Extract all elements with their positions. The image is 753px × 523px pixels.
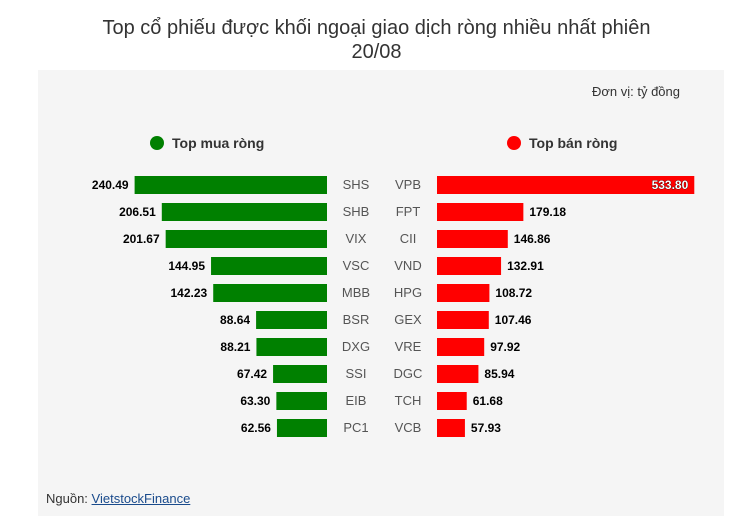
sell-bar: [437, 419, 465, 437]
buy-value-label: 63.30: [240, 394, 270, 408]
sell-category-label: DGC: [394, 366, 423, 381]
buy-value-label: 240.49: [92, 178, 129, 192]
buy-bar: [165, 230, 327, 248]
legend-buy: Top mua ròng: [150, 135, 264, 151]
sell-bar: [437, 338, 485, 356]
buy-value-label: 201.67: [123, 232, 160, 246]
sell-value-label: 108.72: [495, 286, 532, 300]
buy-category-label: MBB: [342, 285, 370, 300]
sell-value-label: 85.94: [484, 367, 514, 381]
buy-value-label: 88.64: [220, 313, 250, 327]
buy-value-label: 88.21: [220, 340, 250, 354]
sell-category-label: GEX: [394, 312, 422, 327]
sell-category-label: VPB: [395, 177, 421, 192]
buy-bar: [161, 203, 327, 221]
sell-value-label: 57.93: [471, 421, 501, 435]
sell-value-label: 107.46: [495, 313, 532, 327]
legend-sell-dot-icon: [507, 136, 521, 150]
sell-bar: [437, 311, 489, 329]
buy-category-label: BSR: [343, 312, 370, 327]
source-label: Nguồn:: [46, 491, 92, 506]
sell-bar: [437, 284, 490, 302]
buy-category-label: SSI: [346, 366, 367, 381]
buy-bar: [211, 257, 327, 275]
buy-category-label: DXG: [342, 339, 370, 354]
sell-value-label: 146.86: [514, 232, 551, 246]
legend-sell-label: Top bán ròng: [529, 135, 618, 151]
buy-category-label: VIX: [346, 231, 367, 246]
buy-value-label: 62.56: [241, 421, 271, 435]
sell-value-label: 61.68: [473, 394, 503, 408]
sell-category-label: CII: [400, 231, 417, 246]
sell-category-label: VND: [394, 258, 421, 273]
source-note: Nguồn: VietstockFinance: [46, 491, 190, 506]
buy-bar: [273, 365, 327, 383]
buy-category-label: EIB: [346, 393, 367, 408]
buy-value-label: 206.51: [119, 205, 156, 219]
buy-value-label: 142.23: [171, 286, 208, 300]
buy-category-label: PC1: [343, 420, 368, 435]
sell-category-label: VRE: [395, 339, 422, 354]
sell-bar: [437, 392, 467, 410]
sell-value-label: 533.80: [652, 178, 689, 192]
sell-value-label: 97.92: [490, 340, 520, 354]
source-link[interactable]: VietstockFinance: [91, 491, 191, 506]
chart-title-line2: 20/08: [351, 41, 402, 63]
buy-category-label: SHB: [343, 204, 370, 219]
legend-buy-dot-icon: [150, 136, 164, 150]
buy-category-label: VSC: [343, 258, 370, 273]
sell-bar: [437, 176, 695, 194]
buy-bar: [276, 419, 327, 437]
legend-sell: Top bán ròng: [507, 135, 617, 151]
sell-category-label: VCB: [395, 420, 422, 435]
sell-value-label: 179.18: [529, 205, 566, 219]
buy-value-label: 67.42: [237, 367, 267, 381]
sell-bar: [437, 257, 502, 275]
chart-panel: Đơn vị: tỷ đồng Top mua ròng Top bán ròn…: [38, 70, 724, 516]
legend-buy-label: Top mua ròng: [172, 135, 265, 151]
chart-title-line1: Top cổ phiếu được khối ngoại giao dịch r…: [102, 17, 651, 39]
sell-category-label: HPG: [394, 285, 422, 300]
sell-value-label: 132.91: [507, 259, 544, 273]
sell-bar: [437, 203, 524, 221]
buy-value-label: 144.95: [168, 259, 205, 273]
unit-label: Đơn vị: tỷ đồng: [591, 84, 680, 99]
buy-bar: [276, 392, 327, 410]
buy-bar: [256, 311, 327, 329]
buy-bar: [213, 284, 327, 302]
buy-bar: [256, 338, 327, 356]
sell-bar: [437, 365, 479, 383]
sell-bar: [437, 230, 508, 248]
chart-title: Top cổ phiếu được khối ngoại giao dịch r…: [0, 16, 753, 64]
sell-category-label: FPT: [396, 204, 421, 219]
sell-category-label: TCH: [395, 393, 422, 408]
buy-category-label: SHS: [343, 177, 370, 192]
buy-bar: [134, 176, 327, 194]
